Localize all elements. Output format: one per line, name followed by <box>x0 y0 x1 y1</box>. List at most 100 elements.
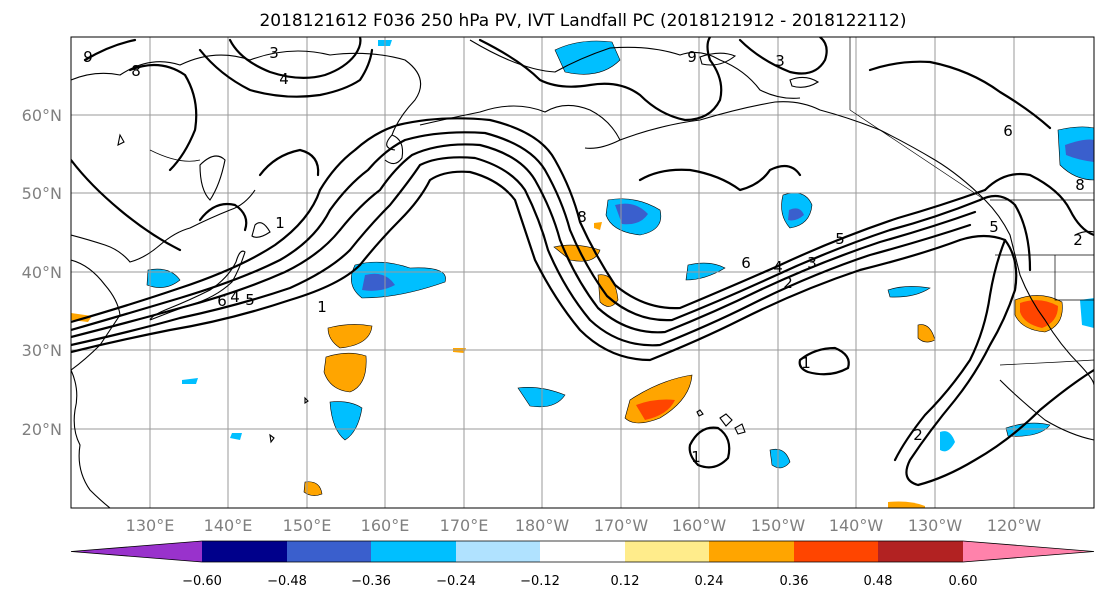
positive-region <box>553 244 601 262</box>
latitude-labels: 60°N 50°N 40°N 30°N 20°N <box>22 106 62 439</box>
lat-label: 40°N <box>22 263 62 282</box>
contour-label: 1 <box>801 354 811 372</box>
pv-contour-4 <box>71 208 332 332</box>
coastline-hokkaido <box>251 222 271 238</box>
map-frame <box>70 36 1095 509</box>
pv-jet-contour-3 <box>338 143 977 334</box>
pv-contour-north-pacific-2 <box>738 37 828 75</box>
coastline-east <box>1074 230 1094 236</box>
coastline-hawaii <box>719 413 746 435</box>
pv-contour-north-pacific-1 <box>478 37 723 122</box>
negative-region <box>554 40 621 75</box>
lon-label: 160°E <box>361 516 410 535</box>
colorbar-segment <box>371 541 456 562</box>
graticule <box>71 37 1094 508</box>
pv-contour-3 <box>71 228 342 339</box>
contour-label: 1 <box>317 298 327 316</box>
contour-label: 6 <box>741 254 751 272</box>
positive-region <box>327 324 373 349</box>
lon-label: 140°E <box>204 516 253 535</box>
pv-jet-contour-1 <box>358 170 962 362</box>
pv-contour-gulf <box>638 164 802 192</box>
pv-closed-contour-1 <box>798 346 850 376</box>
negative-region-strong <box>362 273 395 291</box>
negative-region-strong <box>1065 139 1094 162</box>
negative-region-strong <box>788 208 804 221</box>
contour-labels: 3 4 8 9 1 6 5 4 1 6 5 1 8 6 4 3 2 5 2 2 <box>83 44 1085 466</box>
coastline-island <box>117 133 125 146</box>
colorbar-tick-label: −0.36 <box>351 574 391 589</box>
lon-label: 130°W <box>908 516 963 535</box>
pv-contour-japan-sea <box>198 202 248 232</box>
border-us-mexico <box>999 359 1094 366</box>
lon-label: 170°E <box>440 516 489 535</box>
pv-jet-contour-4 <box>328 131 982 322</box>
coastline-asia-east <box>71 189 256 263</box>
longitude-labels: 130°E 140°E 150°E 160°E 170°E 180°W 170°… <box>126 516 1042 535</box>
colorbar-segment <box>709 541 794 562</box>
coastline-sakhalin <box>199 155 226 201</box>
lon-label: 140°W <box>829 516 884 535</box>
pv-contour-3-label <box>228 37 362 79</box>
pv-ridge-contour-2 <box>978 194 1032 272</box>
pv-contour-1 <box>71 263 362 354</box>
contour-label: 1 <box>275 214 285 232</box>
pv-contour-4-label <box>198 48 374 98</box>
negative-region <box>887 286 931 298</box>
coastline-island <box>696 409 704 417</box>
lon-label: 130°E <box>126 516 175 535</box>
negative-region <box>146 268 181 288</box>
colorbar-tick-label: 0.24 <box>695 574 724 589</box>
negative-region <box>230 433 242 440</box>
pv-jet-contour-5 <box>318 117 987 310</box>
lon-label: 150°W <box>751 516 806 535</box>
lon-label: 170°W <box>594 516 649 535</box>
border-alaska-panhandle <box>849 109 986 201</box>
figure-title: 2018121612 F036 250 hPa PV, IVT Landfall… <box>259 11 906 31</box>
contour-label: 1 <box>691 448 701 466</box>
contour-label: 2 <box>913 426 923 444</box>
coastline-island <box>699 52 737 66</box>
coastline-alaska-north <box>469 39 801 99</box>
pv-contour-north-1 <box>83 38 137 62</box>
coastline-china-south <box>71 369 111 508</box>
colorbar-tick-label: −0.12 <box>520 574 560 589</box>
pv-contour-north-2 <box>128 63 198 172</box>
lon-label: 180°W <box>515 516 570 535</box>
contour-label: 6 <box>217 292 227 310</box>
negative-region <box>1005 422 1051 437</box>
colorbar-tick-label: 0.12 <box>611 574 640 589</box>
pv-contour-canada <box>868 60 1052 130</box>
contour-label: 6 <box>1003 122 1013 140</box>
border-state <box>1054 255 1094 301</box>
contour-label: 2 <box>783 274 793 292</box>
pv-ridge-contour-3 <box>983 172 1094 237</box>
contour-label: 8 <box>131 62 141 80</box>
colorbar-tick-label: 0.36 <box>780 574 809 589</box>
pv-jet-contour-2 <box>348 156 972 347</box>
negative-region <box>329 401 363 441</box>
colorbar-tick-label: −0.48 <box>267 574 307 589</box>
lon-label: 120°W <box>987 516 1042 535</box>
contour-label: 4 <box>230 288 240 306</box>
colorbar: −0.60 −0.48 −0.36 −0.24 −0.12 0.12 0.24 … <box>70 540 1095 589</box>
coastline-mexico <box>999 379 1094 441</box>
pv-contours <box>71 37 1094 487</box>
coastlines <box>71 39 1094 508</box>
positive-region <box>888 501 925 508</box>
contour-label: 8 <box>577 208 587 226</box>
contour-label: 5 <box>989 218 999 236</box>
colorbar-tick-labels: −0.60 −0.48 −0.36 −0.24 −0.12 0.12 0.24 … <box>182 574 977 589</box>
pv-contour-north-west <box>71 158 182 252</box>
map-panel: 3 4 8 9 1 6 5 4 1 6 5 1 8 6 4 3 2 5 2 2 <box>70 36 1095 509</box>
lat-label: 50°N <box>22 184 62 203</box>
colorbar-segment <box>202 541 287 562</box>
coastline-asia-north <box>71 50 422 151</box>
pv-ridge-contour-1 <box>905 234 1094 487</box>
positive-region <box>594 222 602 230</box>
colorbar-segments <box>70 540 1095 563</box>
positive-region-strong <box>1020 300 1058 328</box>
shading-layer <box>71 40 1094 508</box>
contour-label: 2 <box>1073 231 1083 249</box>
contour-label: 9 <box>83 48 93 66</box>
